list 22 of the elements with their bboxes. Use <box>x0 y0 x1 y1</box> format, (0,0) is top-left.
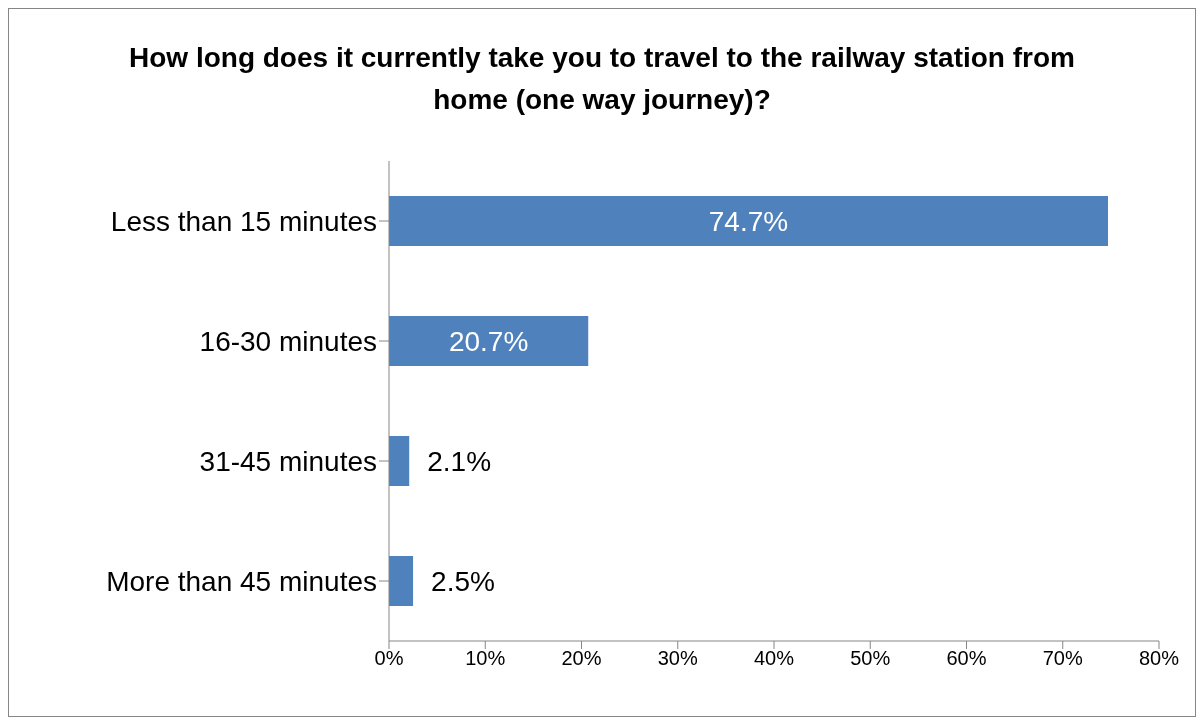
data-label: 2.5% <box>431 565 495 597</box>
bar <box>389 556 414 606</box>
bar <box>389 196 1108 246</box>
x-tick-label: 40% <box>753 647 795 670</box>
y-tick-label: 31-45 minutes <box>199 445 377 477</box>
y-tick-label: More than 45 minutes <box>106 565 377 597</box>
bar <box>389 316 589 366</box>
x-tick-label: 70% <box>1042 647 1083 670</box>
bar <box>389 436 410 486</box>
x-tick-label: 30% <box>657 647 698 670</box>
x-tick-label: 20% <box>561 647 602 670</box>
data-label: 74.7% <box>708 205 789 237</box>
data-label: 2.1% <box>427 445 492 477</box>
data-label: 20.7% <box>448 325 529 357</box>
chart-title: How long does it currently take you to travel to the railway station from home (one way journey)? <box>128 41 1076 117</box>
x-tick-label: 10% <box>465 647 506 670</box>
x-tick-label: 60% <box>946 647 987 670</box>
x-tick-label: 80% <box>1138 647 1180 670</box>
y-tick-label: 16-30 minutes <box>199 325 377 357</box>
x-tick-label: 50% <box>850 647 891 670</box>
y-tick-label: Less than 15 minutes <box>110 205 377 237</box>
x-tick-label: 0% <box>374 647 404 670</box>
